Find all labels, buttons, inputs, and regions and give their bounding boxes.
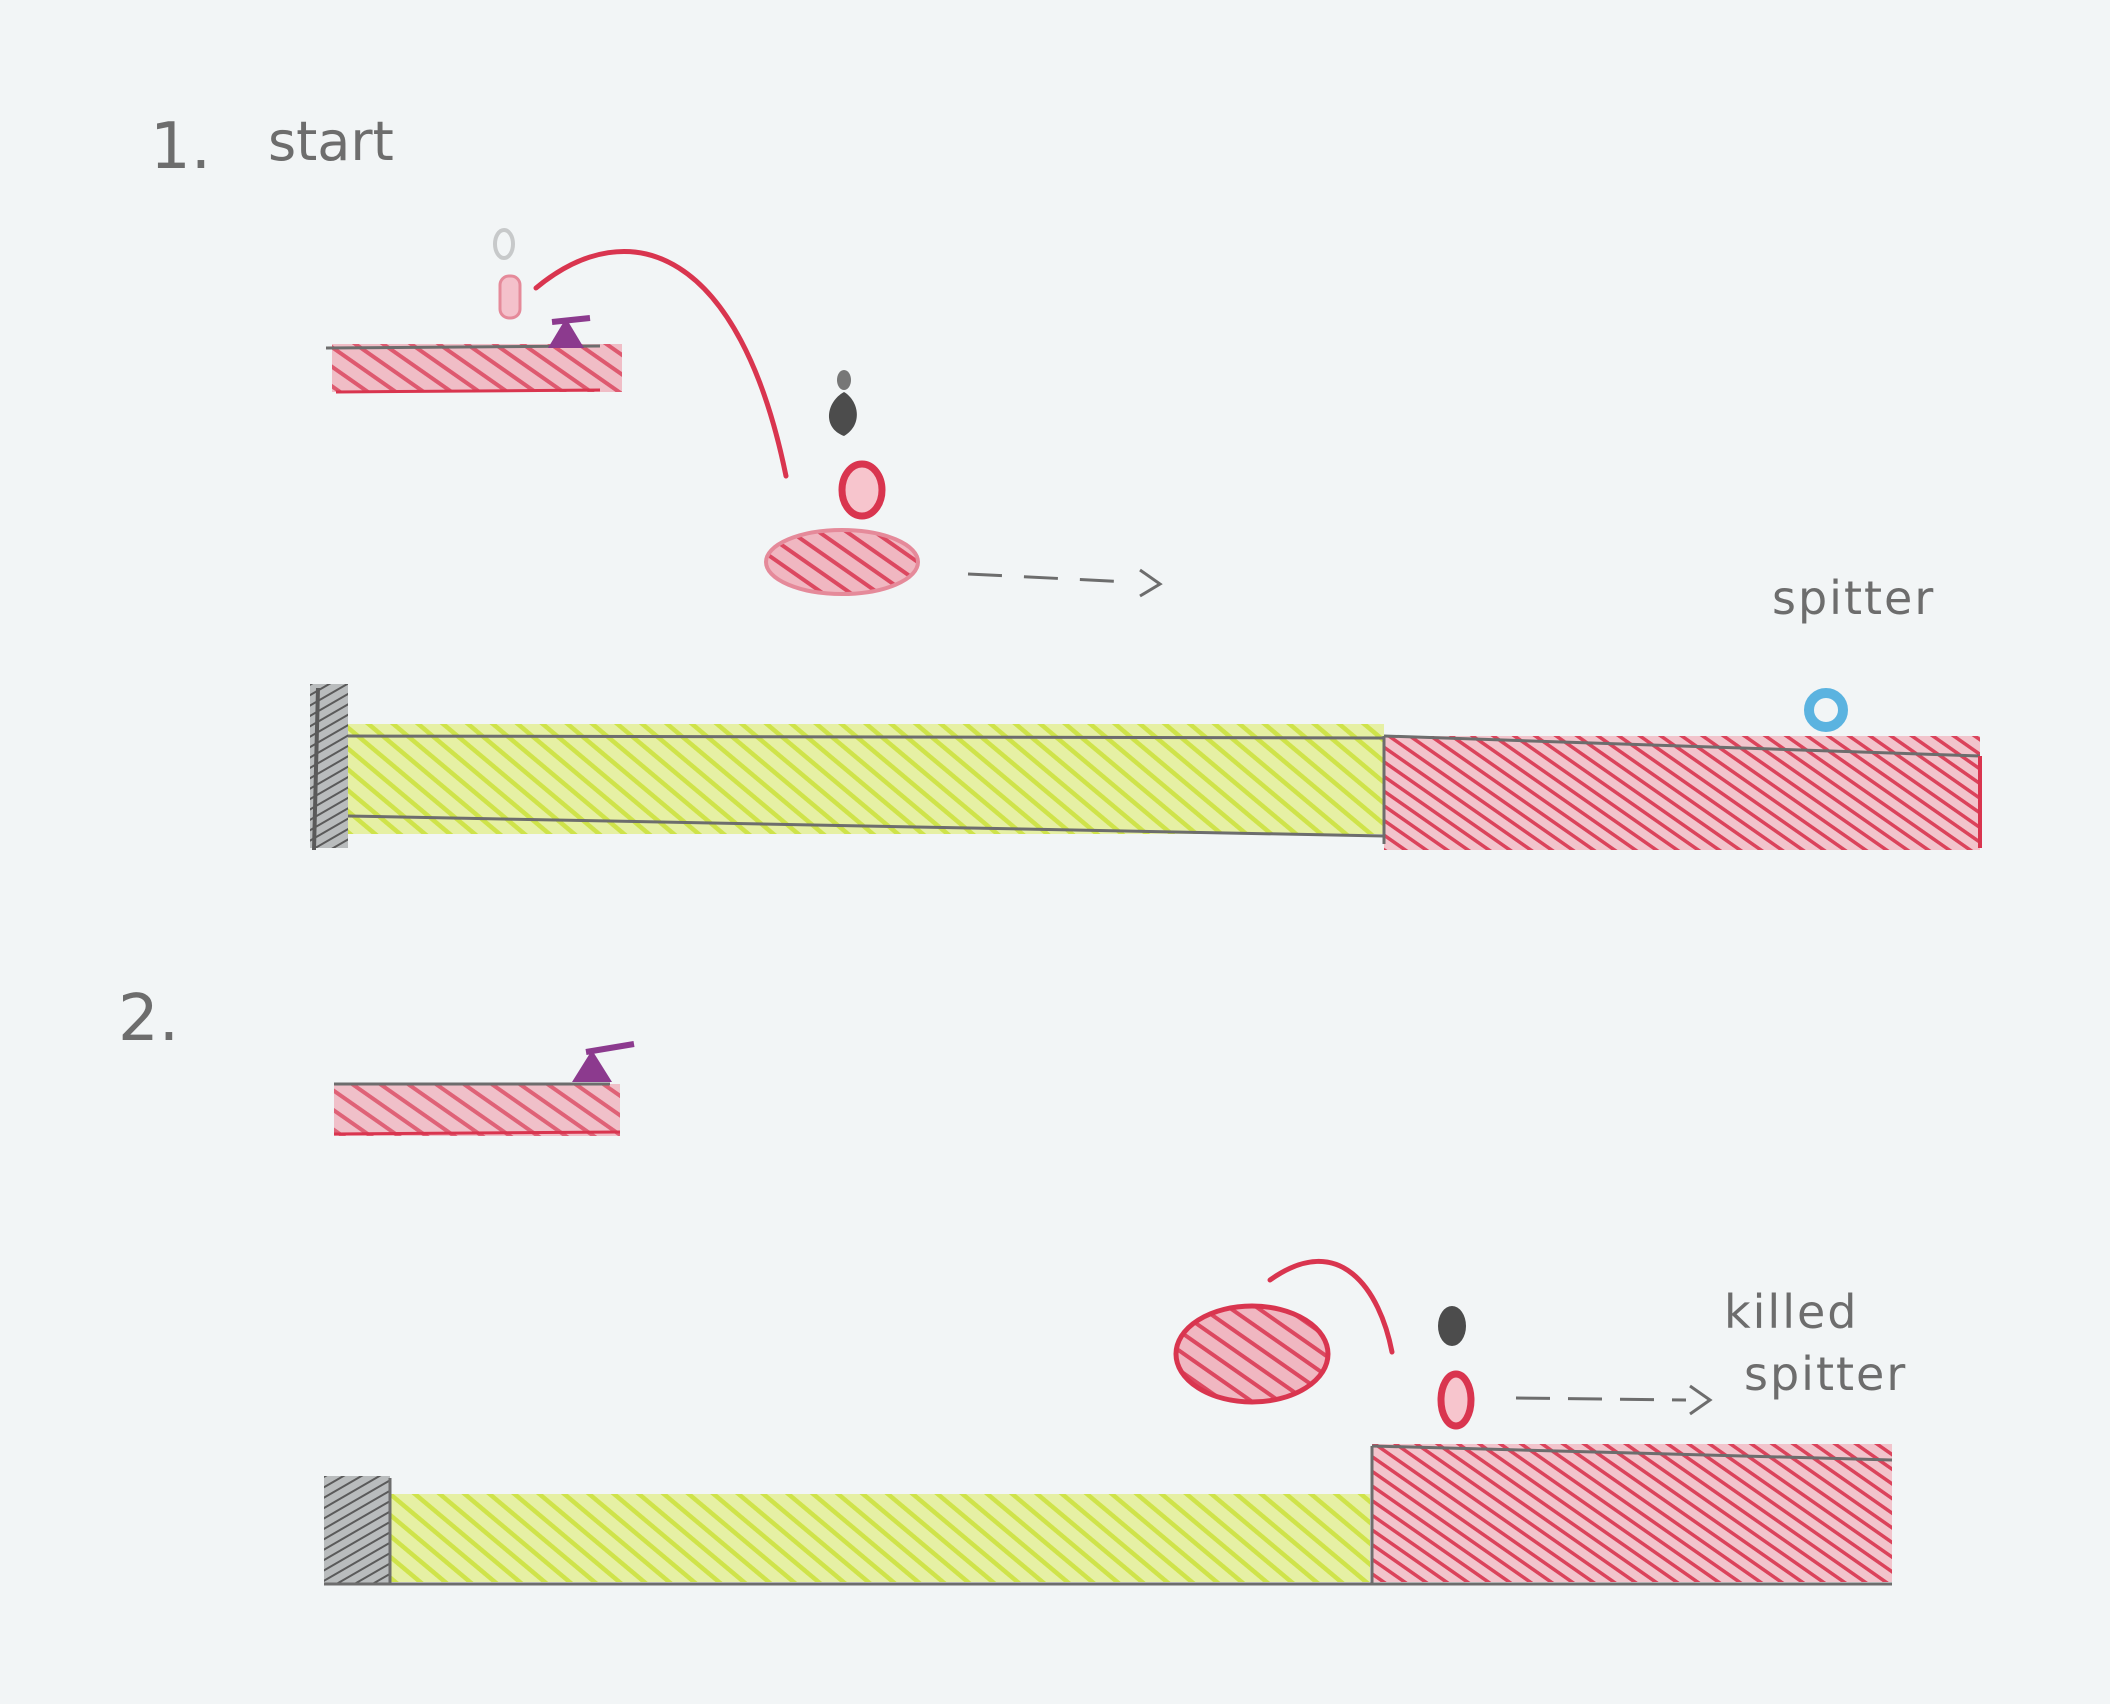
motion-arrow-2: [1515, 1384, 1713, 1416]
witch-figure: [548, 315, 591, 348]
rolling-blob: [764, 528, 920, 596]
motion-arrow: [967, 568, 1163, 598]
witch-figure-2: [572, 1041, 635, 1082]
panel-1: 1. start sp: [150, 110, 1982, 851]
character-stack-2: [1437, 1306, 1475, 1430]
upper-platform: [325, 344, 622, 394]
faded-character: [493, 228, 522, 320]
ground-bar-1: [310, 684, 1982, 851]
panel-2-note-line2: spitter: [1744, 1347, 1907, 1401]
panel-2: 2. killed spitter: [118, 982, 1907, 1586]
red-blob: [1173, 1303, 1331, 1405]
panel-1-number: 1.: [150, 110, 211, 184]
spitter-icon: [1804, 688, 1848, 732]
panel-1-heading: start: [268, 110, 394, 173]
panel-2-number: 2.: [118, 982, 179, 1056]
panel-1-note: spitter: [1772, 571, 1935, 625]
ground-bar-2: [324, 1444, 1893, 1586]
panel-2-note-line1: killed: [1724, 1285, 1858, 1339]
upper-platform-2: [333, 1082, 621, 1136]
character-stack: [828, 370, 886, 520]
jump-arc-2: [1267, 1258, 1395, 1355]
jump-arc: [533, 249, 789, 479]
